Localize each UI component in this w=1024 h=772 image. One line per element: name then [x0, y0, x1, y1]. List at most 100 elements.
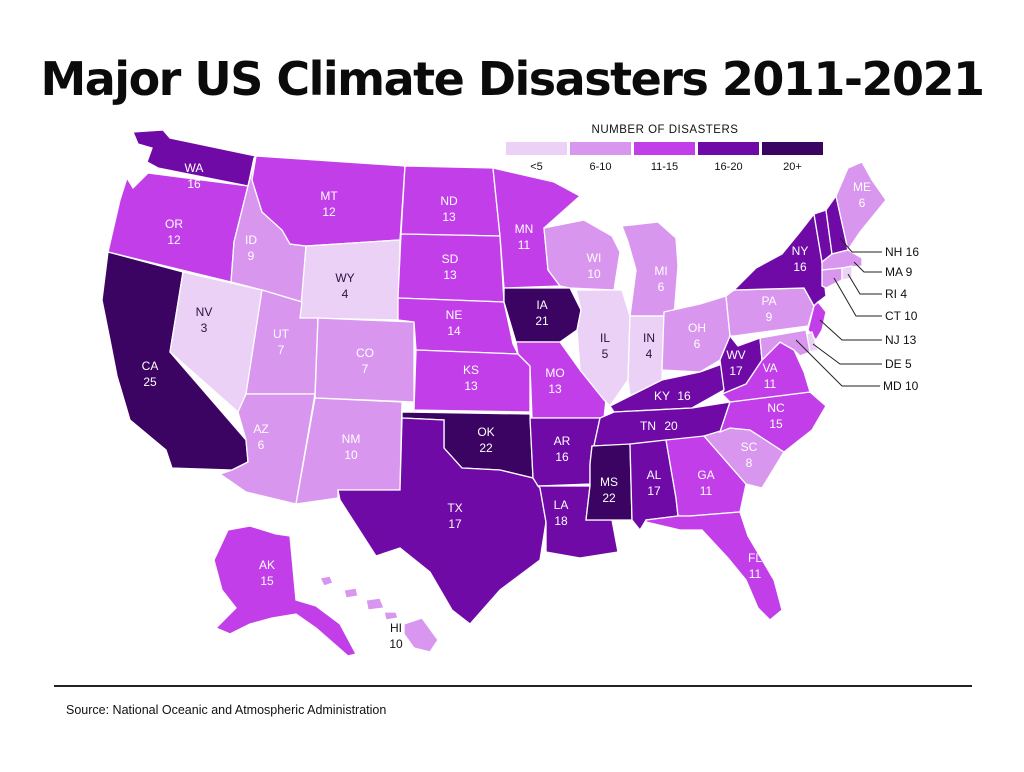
value-pa: 9	[766, 310, 773, 324]
state-wi[interactable]	[543, 219, 621, 291]
label-ks: KS	[463, 363, 479, 377]
value-wv: 17	[729, 364, 743, 378]
value-me: 6	[859, 196, 866, 210]
label-in: IN	[643, 331, 655, 345]
value-ia: 21	[535, 314, 549, 328]
label-sd: SD	[442, 252, 459, 266]
leader-ct	[833, 277, 882, 317]
legend-swatch-6-10	[570, 142, 631, 155]
value-la: 18	[554, 514, 568, 528]
state-ak[interactable]	[213, 525, 357, 657]
label-nv: NV	[196, 305, 213, 319]
value-or: 12	[167, 233, 181, 247]
value-mi: 6	[658, 280, 665, 294]
callout-ct: CT 10	[885, 309, 918, 323]
label-ms: MS	[600, 475, 618, 489]
state-nj[interactable]	[807, 301, 827, 342]
value-ms: 22	[602, 491, 616, 505]
footer-divider	[54, 685, 972, 687]
label-nd: ND	[440, 194, 458, 208]
label-mi: MI	[654, 264, 667, 278]
label-az: AZ	[253, 422, 268, 436]
source-note: Source: National Oceanic and Atmospheric…	[66, 703, 387, 717]
label-tx: TX	[447, 501, 462, 515]
value-ny: 16	[793, 260, 807, 274]
state-il[interactable]	[575, 289, 631, 408]
label-tn: TN	[640, 419, 656, 433]
value-tx: 17	[448, 517, 462, 531]
leader-md	[795, 339, 880, 387]
value-id: 9	[248, 249, 255, 263]
legend-swatch-16-20	[698, 142, 759, 155]
label-wa: WA	[185, 161, 204, 175]
value-ca: 25	[143, 375, 157, 389]
value-nv: 3	[201, 321, 208, 335]
label-ar: AR	[554, 434, 571, 448]
value-vt: 17	[815, 193, 829, 207]
label-ky: KY	[654, 389, 670, 403]
callout-ma: MA 9	[885, 265, 913, 279]
state-ks[interactable]	[413, 349, 531, 413]
value-fl: 11	[749, 567, 762, 581]
state-fl[interactable]	[645, 511, 783, 621]
callout-nh: NH 16	[885, 245, 919, 259]
callout-md: MD 10	[883, 379, 919, 393]
state-me[interactable]	[835, 161, 887, 252]
leader-nj	[819, 319, 882, 341]
legend-label-6-10: 6-10	[589, 161, 612, 173]
value-in: 4	[646, 347, 653, 361]
state-hi[interactable]	[319, 575, 439, 653]
label-mo: MO	[545, 366, 564, 380]
leader-de	[812, 343, 882, 365]
label-oh: OH	[688, 321, 706, 335]
state-ct[interactable]	[821, 267, 843, 289]
leader-ri	[847, 273, 882, 295]
callout-de: DE 5	[885, 357, 912, 371]
label-ia: IA	[536, 298, 547, 312]
legend-swatch-20plus	[762, 142, 823, 155]
label-fl: FL	[748, 551, 762, 565]
legend-item-lt5: <5	[506, 142, 567, 173]
label-co: CO	[356, 346, 374, 360]
legend: <5 6-10 11-15 16-20 20+	[506, 142, 823, 173]
value-nm: 10	[344, 448, 358, 462]
label-sc: SC	[741, 440, 758, 454]
label-la: LA	[554, 498, 569, 512]
legend-label-16-20: 16-20	[714, 161, 743, 173]
state-co[interactable]	[314, 317, 415, 403]
legend-item-20plus: 20+	[762, 142, 823, 173]
state-mi[interactable]	[621, 221, 679, 317]
state-md[interactable]	[759, 329, 811, 362]
label-pa: PA	[761, 294, 776, 308]
value-al: 17	[647, 484, 661, 498]
value-nc: 15	[769, 417, 783, 431]
label-or: OR	[165, 217, 183, 231]
legend-item-11-15: 11-15	[634, 142, 695, 173]
legend-label-lt5: <5	[530, 161, 543, 173]
map-title: Major US Climate Disasters 2011-2021	[40, 52, 985, 106]
value-il: 5	[602, 347, 609, 361]
value-ut: 7	[278, 343, 285, 357]
state-ia[interactable]	[503, 287, 582, 343]
value-wy: 4	[342, 287, 349, 301]
label-ak: AK	[259, 558, 275, 572]
label-va: VA	[762, 361, 777, 375]
value-nd: 13	[442, 210, 456, 224]
value-ne: 14	[447, 324, 461, 338]
value-va: 11	[764, 377, 777, 391]
legend-label-20plus: 20+	[783, 161, 802, 173]
label-wi: WI	[587, 251, 602, 265]
value-ak: 15	[260, 574, 274, 588]
label-wv: WV	[726, 348, 745, 362]
value-tn: 20	[664, 419, 678, 433]
label-id: ID	[245, 233, 257, 247]
legend-label-11-15: 11-15	[650, 161, 679, 173]
value-co: 7	[362, 362, 369, 376]
label-me: ME	[853, 180, 871, 194]
value-sc: 8	[746, 456, 753, 470]
label-nc: NC	[767, 401, 785, 415]
state-tx[interactable]	[337, 417, 547, 625]
label-al: AL	[647, 468, 662, 482]
legend-swatch-11-15	[634, 142, 695, 155]
